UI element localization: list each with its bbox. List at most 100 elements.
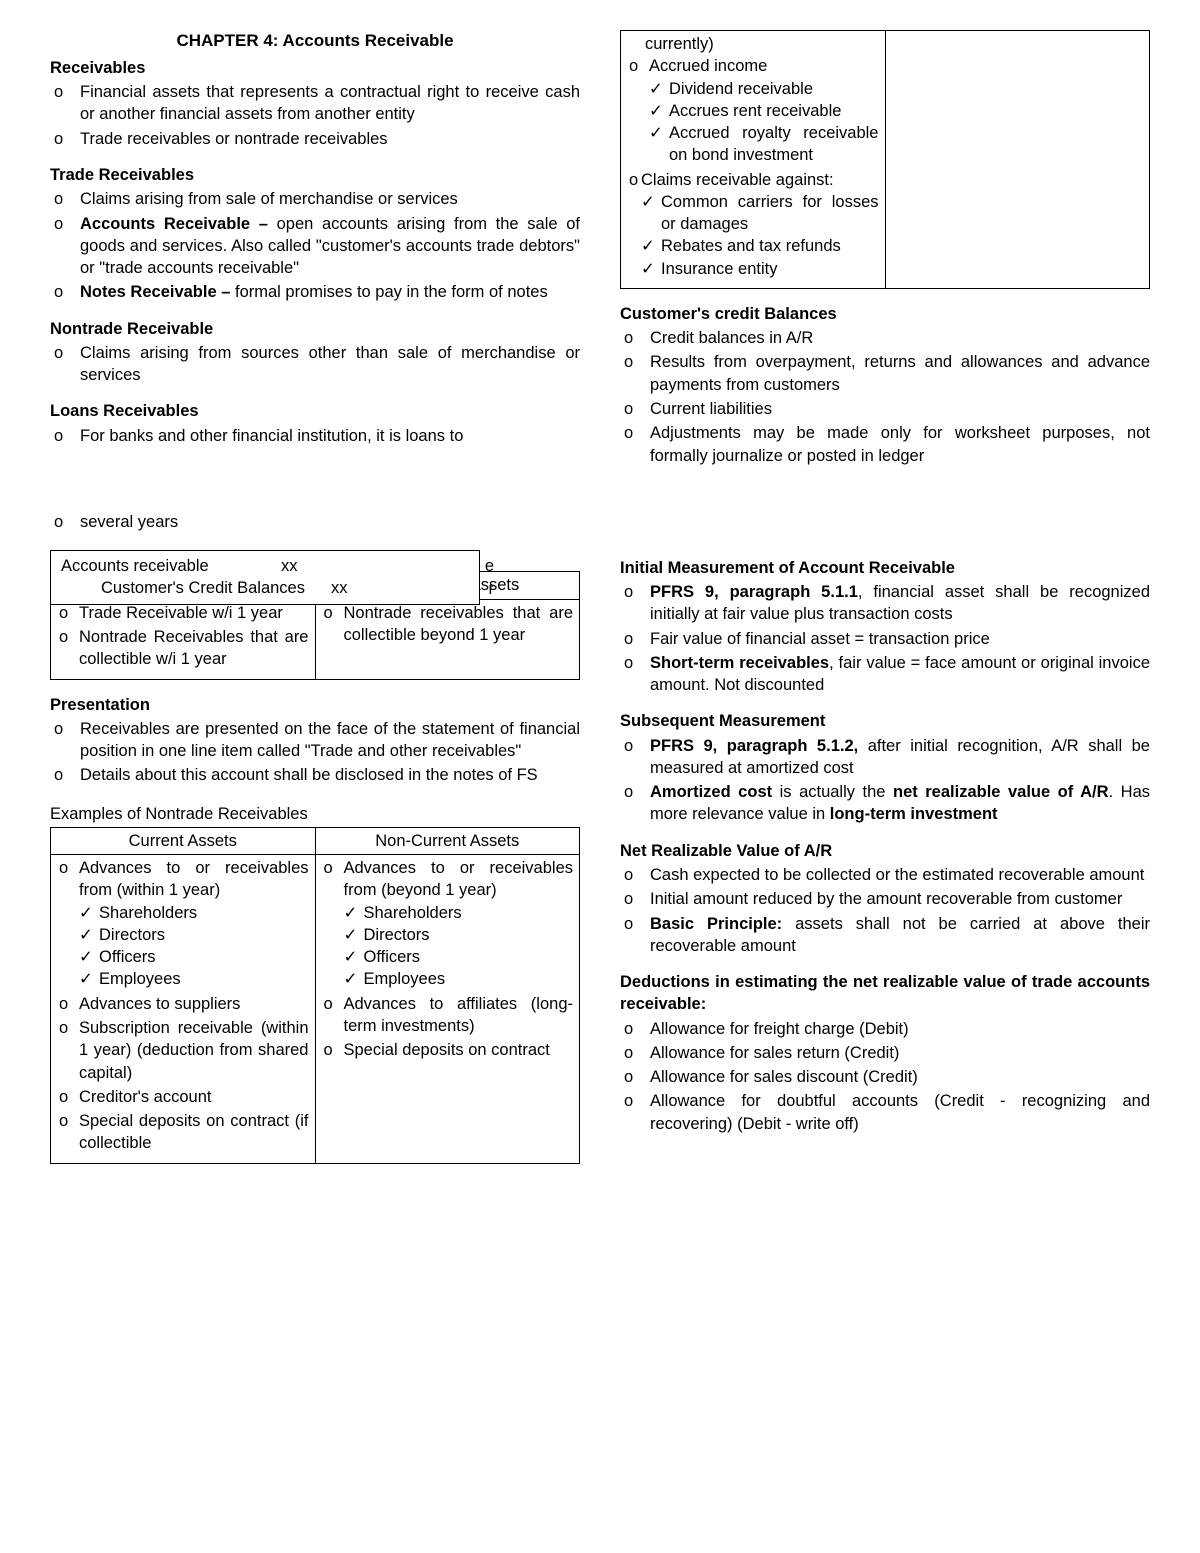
text: formal promises to pay in the form of no… (235, 283, 548, 301)
check-item: Accrued royalty receivable on bond inves… (649, 122, 879, 167)
list-ccb: Credit balances in A/R Results from over… (620, 327, 1150, 467)
list-item: PFRS 9, paragraph 5.1.2, after initial r… (620, 735, 1150, 780)
partial-text: r (489, 578, 495, 600)
bold-text: PFRS 9, paragraph 5.1.2, (650, 737, 858, 755)
check-item: Employees (344, 968, 574, 990)
check-item: Rebates and tax refunds (641, 235, 879, 257)
check-list: Shareholders Directors Officers Employee… (344, 902, 574, 991)
list-item: Allowance for doubtful accounts (Credit … (620, 1090, 1150, 1135)
list-item: Amortized cost is actually the net reali… (620, 781, 1150, 826)
heading-subsequent: Subsequent Measurement (620, 710, 1150, 732)
list-item: Nontrade Receivables that are collectibl… (57, 626, 309, 671)
list-loans: For banks and other financial institutio… (50, 425, 580, 447)
check-item: Employees (79, 968, 309, 990)
list-item: Trade Receivable w/i 1 year (57, 602, 309, 624)
bold-text: Notes Receivable – (80, 283, 235, 301)
cell-list: Trade Receivable w/i 1 year Nontrade Rec… (57, 602, 309, 671)
list-item: Allowance for sales return (Credit) (620, 1042, 1150, 1064)
check-list: Common carriers for losses or damages Re… (641, 191, 879, 280)
je-account: Accounts receivable (61, 555, 281, 577)
heading-deductions: Deductions in estimating the net realiza… (620, 971, 1150, 1016)
text: Accrued income (649, 57, 767, 75)
je-amount: xx (331, 577, 381, 599)
cell-list: Accrued income Dividend receivable Accru… (627, 55, 879, 166)
table-cell: Advances to or receivables from (beyond … (315, 855, 580, 1163)
table-cell-empty (885, 31, 1150, 289)
list-item: Special deposits on contract (322, 1039, 574, 1061)
table-cell: Trade Receivable w/i 1 year Nontrade Rec… (51, 599, 316, 679)
cell-list: Claims receivable against: Common carrie… (627, 169, 879, 280)
list-initial: PFRS 9, paragraph 5.1.1, financial asset… (620, 581, 1150, 696)
list-item: Subscription receivable (within 1 year) … (57, 1017, 309, 1084)
list-item: Allowance for freight charge (Debit) (620, 1018, 1150, 1040)
list-receivables: Financial assets that represents a contr… (50, 81, 580, 150)
list-item: Advances to affiliates (long-term invest… (322, 993, 574, 1038)
list-item: Allowance for sales discount (Credit) (620, 1066, 1150, 1088)
list-item: Claims arising from sale of merchandise … (50, 188, 580, 210)
table-continuation: currently) Accrued income Dividend recei… (620, 30, 1150, 289)
list-item: Special deposits on contract (if collect… (57, 1110, 309, 1155)
check-item: Directors (344, 924, 574, 946)
check-item: Insurance entity (641, 258, 879, 280)
list-item: Cash expected to be collected or the est… (620, 864, 1150, 886)
heading-initial: Initial Measurement of Account Receivabl… (620, 557, 1150, 579)
check-list: Shareholders Directors Officers Employee… (79, 902, 309, 991)
heading-examples: Examples of Nontrade Receivables (50, 803, 580, 825)
list-deductions: Allowance for freight charge (Debit) All… (620, 1018, 1150, 1135)
list-item: Details about this account shall be disc… (50, 764, 580, 786)
list-item: Adjustments may be made only for workshe… (620, 422, 1150, 467)
list-item: Advances to suppliers (57, 993, 309, 1015)
list-item: PFRS 9, paragraph 5.1.1, financial asset… (620, 581, 1150, 626)
list-presentation: Receivables are presented on the face of… (50, 718, 580, 787)
text: currently) (627, 33, 879, 55)
journal-entry-overlay: Accounts receivable xx Customer's Credit… (50, 550, 480, 605)
je-amount: xx (281, 555, 331, 577)
left-column: CHAPTER 4: Accounts Receivable Receivabl… (50, 30, 580, 1523)
list-item: Results from overpayment, returns and al… (620, 351, 1150, 396)
partial-text: e (485, 555, 494, 577)
list-loans-tail: several years (50, 511, 580, 533)
table-cell: Nontrade receivables that are collectibl… (315, 599, 580, 679)
right-column: currently) Accrued income Dividend recei… (620, 30, 1150, 1523)
je-account: Customer's Credit Balances (101, 577, 331, 599)
table-header: Current Assets (51, 827, 316, 854)
list-item: Creditor's account (57, 1086, 309, 1108)
cell-list: Advances to or receivables from (beyond … (322, 857, 574, 1061)
list-item: Advances to or receivables from (within … (57, 857, 309, 991)
list-item: Accrued income Dividend receivable Accru… (627, 55, 879, 166)
table-cell: currently) Accrued income Dividend recei… (621, 31, 886, 289)
heading-presentation: Presentation (50, 694, 580, 716)
list-item: Short-term receivables, fair value = fac… (620, 652, 1150, 697)
list-item: Fair value of financial asset = transact… (620, 628, 1150, 650)
list-item: Advances to or receivables from (beyond … (322, 857, 574, 991)
list-nontrade: Claims arising from sources other than s… (50, 342, 580, 387)
page: CHAPTER 4: Accounts Receivable Receivabl… (0, 0, 1200, 1553)
check-item: Shareholders (344, 902, 574, 924)
bold-text: net realizable value of A/R (893, 783, 1109, 801)
list-subsequent: PFRS 9, paragraph 5.1.2, after initial r… (620, 735, 1150, 826)
check-item: Accrues rent receivable (649, 100, 879, 122)
list-item: Initial amount reduced by the amount rec… (620, 888, 1150, 910)
table-header: Non-Current Assets (315, 827, 580, 854)
list-nrv: Cash expected to be collected or the est… (620, 864, 1150, 957)
list-item: Claims receivable against: Common carrie… (627, 169, 879, 280)
text: Claims receivable against: (641, 171, 834, 189)
bold-text: Short-term receivables (650, 654, 829, 672)
list-item: Claims arising from sources other than s… (50, 342, 580, 387)
bold-text: Amortized cost (650, 783, 772, 801)
heading-ccb: Customer's credit Balances (620, 303, 1150, 325)
bold-text: Basic Principle: (650, 915, 782, 933)
list-item: several years (50, 511, 580, 533)
list-item: Credit balances in A/R (620, 327, 1150, 349)
table-cell: Advances to or receivables from (within … (51, 855, 316, 1163)
list-item: Accounts Receivable – open accounts aris… (50, 213, 580, 280)
heading-loans: Loans Receivables (50, 400, 580, 422)
check-item: Officers (79, 946, 309, 968)
check-list: Dividend receivable Accrues rent receiva… (649, 78, 879, 167)
heading-nrv: Net Realizable Value of A/R (620, 840, 1150, 862)
list-item: Receivables are presented on the face of… (50, 718, 580, 763)
check-item: Shareholders (79, 902, 309, 924)
list-item: Financial assets that represents a contr… (50, 81, 580, 126)
list-item: Notes Receivable – formal promises to pa… (50, 281, 580, 303)
list-item: Nontrade receivables that are collectibl… (322, 602, 574, 647)
